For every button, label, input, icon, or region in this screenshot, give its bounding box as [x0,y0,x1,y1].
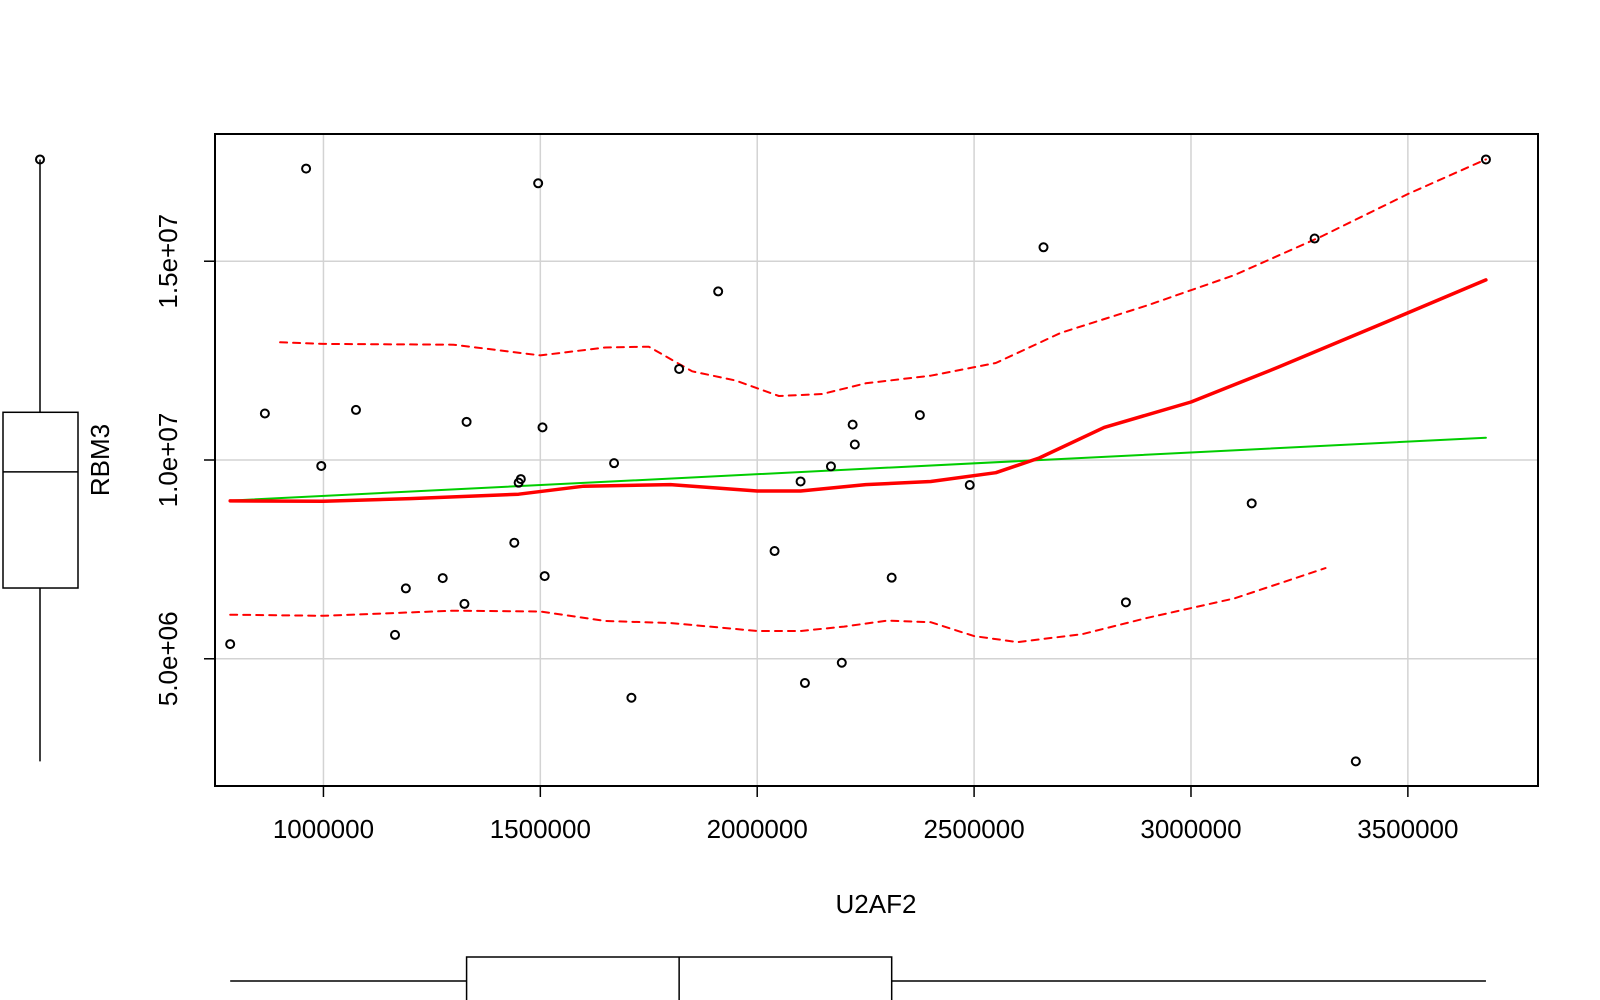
y-axis: 5.0e+06 1.0e+07 1.5e+07 [153,214,215,706]
x-tick-label: 1000000 [273,814,374,844]
data-point [674,363,685,374]
smoother-lower-band [229,567,1327,644]
linear-fit-line [229,436,1487,502]
data-point [886,572,897,583]
data-point [539,571,550,582]
points-layer [225,154,1491,767]
data-point [459,598,470,609]
data-point [461,416,472,427]
x-tick-label: 2000000 [707,814,808,844]
y-axis-title: RBM3 [85,424,115,496]
data-point [769,546,780,557]
x-tick-label: 3000000 [1140,814,1241,844]
data-point [847,419,858,430]
smoother-upper-band [279,158,1487,397]
data-point [626,692,637,703]
y-tick-label: 1.0e+07 [153,413,183,508]
data-point [537,422,548,433]
x-marginal-boxplot [230,956,1486,1000]
y-tick-label: 5.0e+06 [153,611,183,706]
y-tick-label: 1.5e+07 [153,214,183,309]
x-axis-title: U2AF2 [836,889,917,919]
data-point [225,639,236,650]
data-point [509,537,520,548]
data-point [259,408,270,419]
data-point [1309,233,1320,244]
data-point [1246,498,1257,509]
data-point [1350,756,1361,767]
data-point [849,439,860,450]
smoother-line [228,278,1488,504]
data-point [390,629,401,640]
data-point [400,583,411,594]
x-tick-label: 2500000 [923,814,1024,844]
data-point [1038,242,1049,253]
fit-lines-layer [228,158,1488,644]
data-point [350,404,361,415]
data-point [914,410,925,421]
data-point [964,480,975,491]
data-point [1480,154,1491,165]
data-point [301,163,312,174]
data-point [316,460,327,471]
data-point [609,458,620,469]
x-tick-label: 1500000 [490,814,591,844]
data-point [825,461,836,472]
y-boxplot-box [2,411,79,589]
data-point [795,476,806,487]
data-point [713,286,724,297]
x-tick-label: 3500000 [1357,814,1458,844]
grid-layer [215,134,1538,786]
data-point [799,678,810,689]
y-boxplot-max-point [35,154,45,165]
data-point [515,474,526,485]
data-point [533,178,544,189]
data-point [836,657,847,668]
data-point [1120,597,1131,608]
data-point [437,573,448,584]
y-marginal-boxplot [2,154,79,762]
x-axis: 1000000 1500000 2000000 2500000 3000000 35000… [273,786,1458,844]
